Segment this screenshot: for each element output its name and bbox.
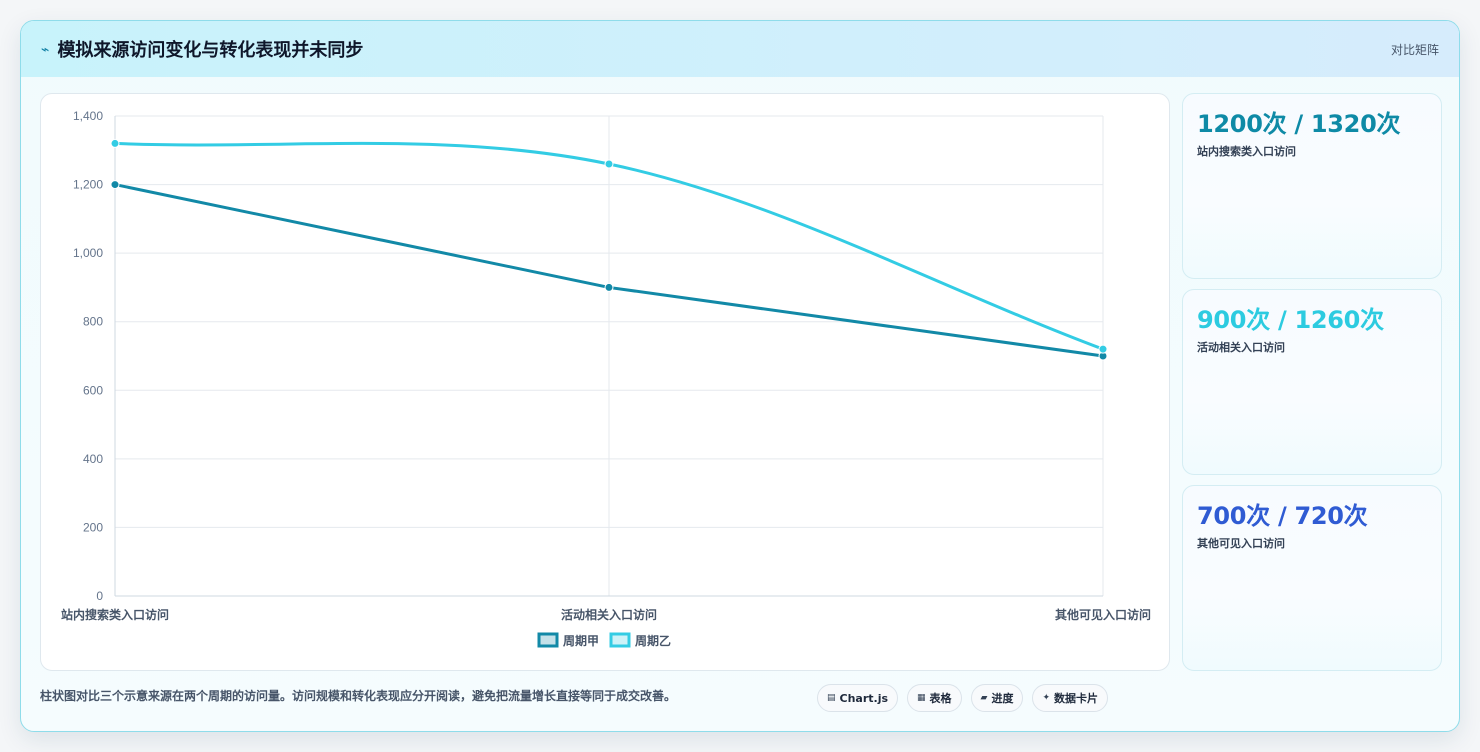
data-point	[110, 180, 120, 190]
pill-table[interactable]: ▦ 表格	[907, 684, 962, 712]
table-icon: ▦	[917, 693, 926, 703]
stat-card-campaign: 900次 / 1260次 活动相关入口访问	[1182, 289, 1442, 475]
y-tick-label: 1,200	[73, 178, 103, 192]
pill-label: 进度	[991, 692, 1014, 705]
y-tick-label: 600	[83, 383, 103, 397]
pill-chartjs[interactable]: ▤ Chart.js	[817, 684, 899, 712]
y-tick-label: 1,400	[73, 109, 103, 123]
y-tick-label: 0	[96, 589, 103, 603]
pill-progress[interactable]: ▰ 进度	[970, 684, 1024, 712]
pill-data-cards[interactable]: ✦ 数据卡片	[1032, 684, 1109, 712]
y-tick-label: 200	[83, 520, 103, 534]
panel-header: ⌁ 模拟来源访问变化与转化表现并未同步 对比矩阵	[21, 21, 1459, 77]
stat-label: 其他可见入口访问	[1197, 537, 1285, 550]
pill-label: 数据卡片	[1054, 692, 1099, 705]
pill-label: Chart.js	[839, 691, 889, 705]
x-tick-label: 其他可见入口访问	[1055, 607, 1151, 622]
chart-caption: 柱状图对比三个示意来源在两个周期的访问量。访问规模和转化表现应分开阅读，避免把流…	[40, 689, 677, 703]
data-point	[110, 138, 120, 148]
legend-label: 周期甲	[563, 633, 599, 648]
stat-card-other: 700次 / 720次 其他可见入口访问	[1182, 485, 1442, 671]
y-tick-label: 800	[83, 315, 103, 329]
view-mode-label[interactable]: 对比矩阵	[1390, 42, 1439, 57]
pill-label: 表格	[929, 692, 952, 705]
stat-label: 活动相关入口访问	[1197, 341, 1285, 354]
stat-card-search: 1200次 / 1320次 站内搜索类入口访问	[1182, 93, 1442, 279]
feature-pills: ▤ Chart.js ▦ 表格 ▰ 进度 ✦ 数据卡片	[817, 684, 1109, 712]
line-chart: 0 200 400 600 800 1,000 1,200 1,400 站内搜索类入口访问 活动相…	[61, 109, 1151, 648]
x-tick-label: 站内搜索类入口访问	[61, 607, 169, 622]
y-tick-label: 400	[83, 452, 103, 466]
y-tick-label: 1,000	[73, 246, 103, 260]
legend-label: 周期乙	[635, 633, 671, 648]
data-point	[1098, 344, 1108, 354]
stat-value: 1200次 / 1320次	[1197, 110, 1401, 138]
data-point	[604, 159, 614, 169]
data-point	[604, 282, 614, 292]
x-tick-label: 活动相关入口访问	[561, 607, 657, 622]
chart-card: 0 200 400 600 800 1,000 1,200 1,400 站内搜索类入口访问 活动相…	[40, 93, 1170, 671]
dashboard-panel: ⌁ 模拟来源访问变化与转化表现并未同步 对比矩阵 0 200 400 600 800 1,…	[20, 20, 1460, 732]
page-title: 模拟来源访问变化与转化表现并未同步	[57, 40, 364, 61]
trend-icon: ⌁	[41, 42, 50, 58]
stat-value: 900次 / 1260次	[1197, 306, 1384, 334]
legend-swatch	[537, 632, 559, 648]
progress-icon: ▰	[980, 693, 988, 703]
stat-value: 700次 / 720次	[1197, 502, 1368, 530]
chart-icon: ▤	[827, 693, 836, 703]
legend-swatch	[609, 632, 631, 648]
stat-label: 站内搜索类入口访问	[1197, 145, 1296, 158]
sparkle-icon: ✦	[1042, 693, 1051, 703]
